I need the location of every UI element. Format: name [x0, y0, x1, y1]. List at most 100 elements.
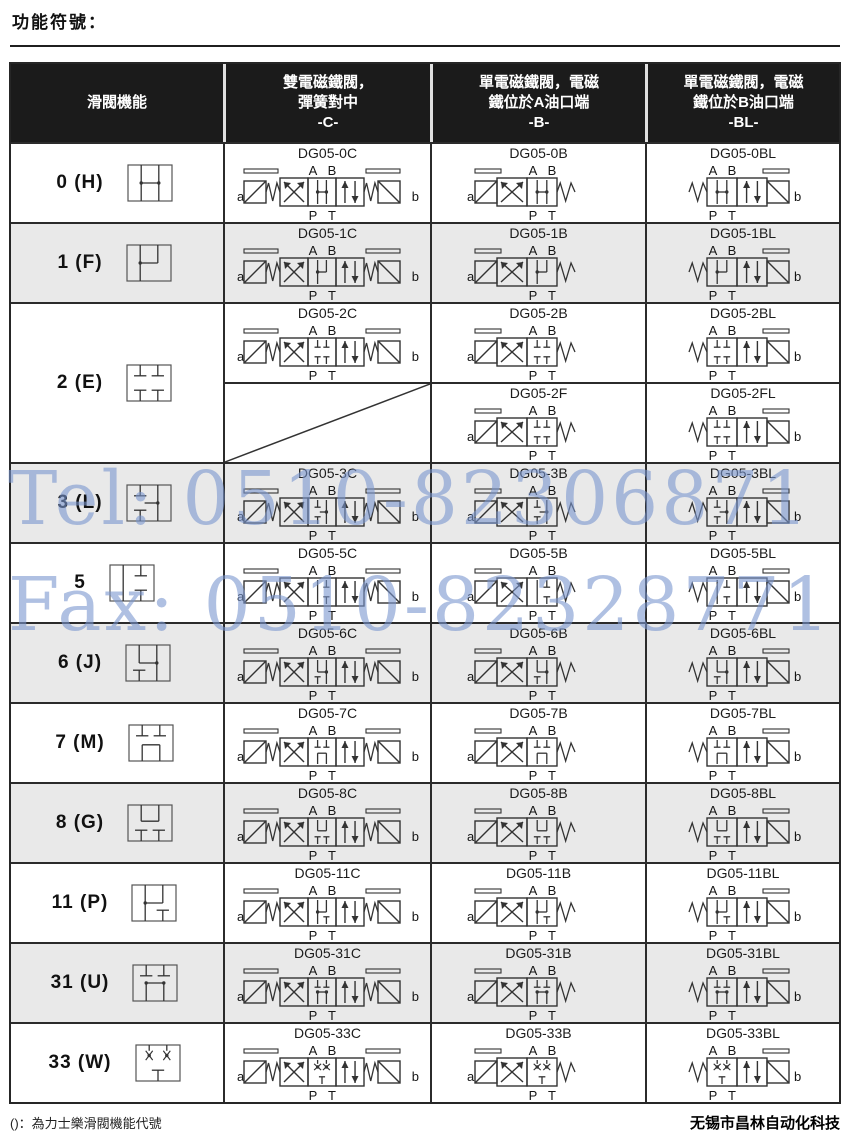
valve-model-label: DG05-7B — [509, 705, 568, 721]
valve-model-label: DG05-2FL — [710, 385, 776, 401]
svg-text:P: P — [709, 848, 718, 862]
svg-text:a: a — [467, 909, 475, 924]
svg-text:A: A — [308, 643, 317, 658]
svg-text:P: P — [308, 368, 317, 382]
svg-text:a: a — [237, 269, 245, 284]
svg-text:b: b — [411, 989, 418, 1004]
svg-text:T: T — [728, 208, 736, 222]
svg-text:A: A — [528, 563, 537, 578]
valve-cell-DG05-7BL: DG05-7BL b A B P T — [645, 702, 839, 782]
valve-model-label: DG05-11BL — [706, 865, 780, 881]
company-name: 无锡市昌林自动化科技 — [689, 1115, 840, 1132]
column-header-c: 雙電磁鐵閥， 彈簧對中 -C- — [223, 64, 430, 142]
valve-cell-DG05-31C: DG05-31C a b A B P T — [223, 942, 430, 1022]
svg-text:a: a — [467, 749, 475, 764]
spool-center-symbol-icon — [109, 564, 155, 602]
svg-text:A: A — [528, 243, 537, 258]
valve-symbol: b A B P T — [688, 163, 801, 222]
valve-cell-DG05-6BL: DG05-6BL b A B P T — [645, 622, 839, 702]
table-row-7: 7 (M) DG05-7C a b A B P T DG05-7B a A B P T DG05-7BL b A… — [11, 702, 839, 782]
spool-function-label: 7 (M) — [55, 732, 105, 753]
valve-cell-DG05-5B: DG05-5B a A B P T — [430, 542, 645, 622]
svg-text:B: B — [728, 723, 737, 738]
svg-text:b: b — [411, 749, 418, 764]
valve-model-label: DG05-1B — [509, 225, 568, 241]
svg-text:a: a — [237, 909, 245, 924]
svg-text:B: B — [728, 963, 737, 978]
svg-text:B: B — [327, 323, 336, 338]
svg-text:T: T — [328, 1008, 336, 1022]
valve-symbol: a b A B P T — [237, 803, 419, 862]
svg-text:B: B — [728, 403, 737, 418]
svg-text:T: T — [728, 528, 736, 542]
valve-cell-DG05-11BL: DG05-11BL b A B P T — [645, 862, 839, 942]
svg-text:a: a — [467, 989, 475, 1004]
valve-model-label: DG05-11B — [505, 865, 572, 881]
valve-symbol: a b A B P T — [237, 243, 419, 302]
svg-text:B: B — [547, 243, 556, 258]
spool-function-label: 5 — [74, 572, 86, 593]
svg-text:b: b — [411, 909, 418, 924]
svg-text:A: A — [528, 1043, 537, 1058]
svg-text:B: B — [547, 963, 556, 978]
table-row-8: 8 (G) DG05-8C a b A B P T DG05-8B a A B P T DG05-8BL b A… — [11, 782, 839, 862]
function-cell-8: 8 (G) — [11, 782, 223, 862]
title-divider — [10, 45, 840, 47]
spool-center-symbol-icon — [127, 804, 173, 842]
spool-function-label: 33 (W) — [48, 1052, 112, 1073]
valve-cell-DG05-2B: DG05-2B a A B P T — [430, 302, 645, 382]
valve-cell-DG05-2BL: DG05-2BL b A B P T — [645, 302, 839, 382]
table-row-5: 5 DG05-5C a b A B P T DG05-5B a A B P T DG05-5BL b A B P T — [11, 542, 839, 622]
svg-text:T: T — [728, 928, 736, 942]
svg-text:B: B — [547, 483, 556, 498]
svg-text:T: T — [328, 208, 336, 222]
svg-text:B: B — [547, 803, 556, 818]
column-header-b: 單電磁鐵閥，電磁 鐵位於A油口端 -B- — [430, 64, 645, 142]
svg-text:P: P — [308, 528, 317, 542]
svg-text:B: B — [327, 643, 336, 658]
valve-symbol: b A B P T — [688, 243, 801, 302]
valve-cell-DG05-6B: DG05-6B a A B P T — [430, 622, 645, 702]
svg-text:B: B — [728, 803, 737, 818]
svg-text:B: B — [327, 723, 336, 738]
valve-model-label: DG05-11C — [294, 865, 361, 881]
valve-model-label: DG05-7C — [297, 705, 358, 721]
table-body: 0 (H) DG05-0C a b A B P T DG05-0B a A B P T DG05-0BL b A… — [11, 142, 839, 1102]
svg-text:T: T — [548, 528, 556, 542]
svg-text:B: B — [547, 723, 556, 738]
svg-text:b: b — [794, 829, 801, 844]
svg-text:P: P — [709, 688, 718, 702]
footnote: ()：為力士樂滑閥機能代號 — [10, 1116, 162, 1131]
spool-function-label: 6 (J) — [57, 652, 103, 673]
valve-symbol: b A B P T — [688, 1043, 801, 1102]
valve-symbol: b A B P T — [688, 803, 801, 862]
svg-text:A: A — [709, 483, 718, 498]
svg-text:A: A — [308, 323, 317, 338]
svg-text:P: P — [709, 768, 718, 782]
svg-text:A: A — [709, 1043, 718, 1058]
valve-model-label: DG05-8BL — [709, 785, 777, 801]
svg-text:P: P — [528, 208, 537, 222]
function-symbol-table: 滑閥機能 雙電磁鐵閥， 彈簧對中 -C- 單電磁鐵閥，電磁 鐵位於A油口端 -B- 單電磁鐵閥… — [9, 62, 841, 1104]
svg-text:A: A — [709, 643, 718, 658]
svg-text:P: P — [709, 1088, 718, 1102]
svg-text:P: P — [308, 768, 317, 782]
svg-text:A: A — [528, 483, 537, 498]
table-row-0: 0 (H) DG05-0C a b A B P T DG05-0B a A B P T DG05-0BL b A… — [11, 142, 839, 222]
valve-symbol: a b A B P T — [237, 963, 419, 1022]
svg-text:A: A — [528, 403, 537, 418]
valve-cell-DG05-7B: DG05-7B a A B P T — [430, 702, 645, 782]
spool-center-symbol-icon — [131, 884, 177, 922]
svg-text:B: B — [728, 483, 737, 498]
diagonal-empty-cell — [223, 382, 430, 462]
valve-symbol: a b A B P T — [237, 1043, 419, 1102]
svg-text:B: B — [728, 243, 737, 258]
column-header-function: 滑閥機能 — [11, 64, 223, 142]
svg-text:P: P — [709, 608, 718, 622]
svg-text:T: T — [328, 288, 336, 302]
spool-function-label: 0 (H) — [56, 172, 104, 193]
valve-cell-DG05-2F: DG05-2F a A B P T — [430, 382, 645, 462]
svg-text:B: B — [547, 163, 556, 178]
valve-model-label: DG05-0B — [509, 145, 568, 161]
svg-text:A: A — [308, 483, 317, 498]
